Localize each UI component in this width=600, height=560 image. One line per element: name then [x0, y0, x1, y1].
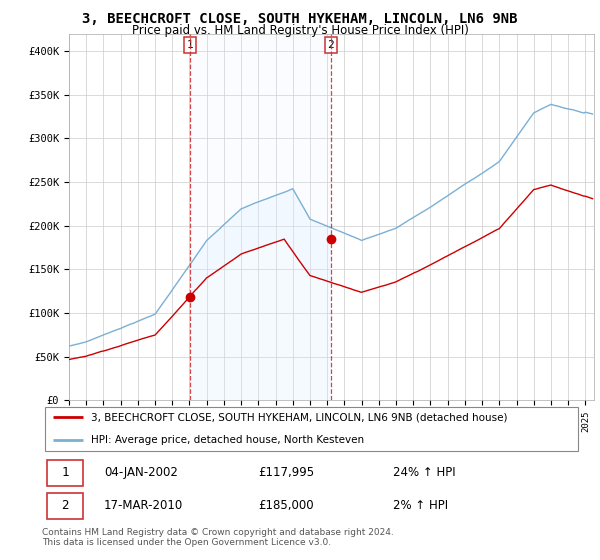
Text: 17-MAR-2010: 17-MAR-2010	[104, 500, 184, 512]
Text: Price paid vs. HM Land Registry's House Price Index (HPI): Price paid vs. HM Land Registry's House …	[131, 24, 469, 36]
Text: £185,000: £185,000	[258, 500, 314, 512]
Text: 3, BEECHCROFT CLOSE, SOUTH HYKEHAM, LINCOLN, LN6 9NB (detached house): 3, BEECHCROFT CLOSE, SOUTH HYKEHAM, LINC…	[91, 413, 507, 422]
Text: £117,995: £117,995	[258, 466, 314, 479]
Text: 2% ↑ HPI: 2% ↑ HPI	[393, 500, 448, 512]
FancyBboxPatch shape	[47, 460, 83, 486]
FancyBboxPatch shape	[47, 493, 83, 519]
Text: 1: 1	[61, 466, 69, 479]
Text: 2: 2	[328, 40, 334, 50]
Text: Contains HM Land Registry data © Crown copyright and database right 2024.
This d: Contains HM Land Registry data © Crown c…	[42, 528, 394, 547]
Text: 2: 2	[61, 500, 69, 512]
Text: 04-JAN-2002: 04-JAN-2002	[104, 466, 178, 479]
Text: 1: 1	[187, 40, 194, 50]
FancyBboxPatch shape	[45, 407, 578, 451]
Text: HPI: Average price, detached house, North Kesteven: HPI: Average price, detached house, Nort…	[91, 436, 364, 445]
Text: 3, BEECHCROFT CLOSE, SOUTH HYKEHAM, LINCOLN, LN6 9NB: 3, BEECHCROFT CLOSE, SOUTH HYKEHAM, LINC…	[82, 12, 518, 26]
Text: 24% ↑ HPI: 24% ↑ HPI	[393, 466, 455, 479]
